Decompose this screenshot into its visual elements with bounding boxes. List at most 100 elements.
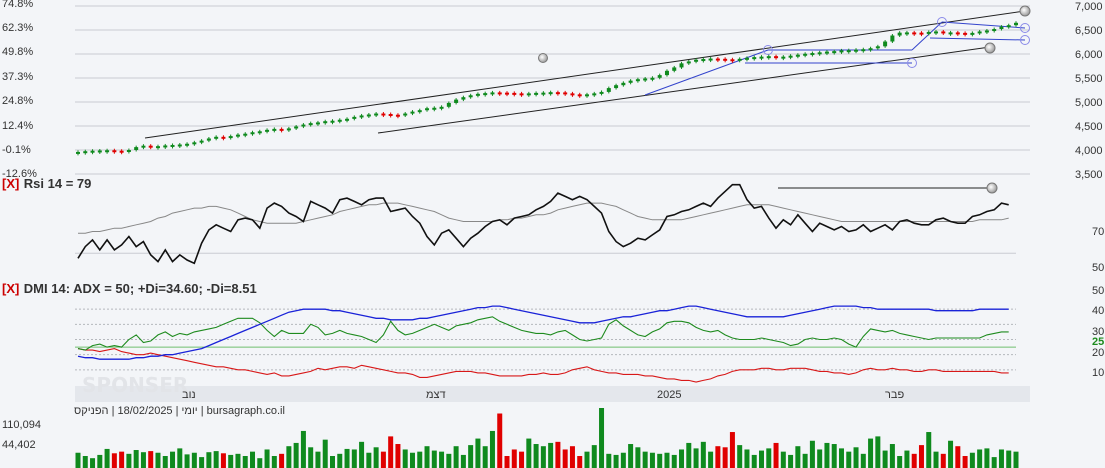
candle <box>715 58 720 61</box>
candle <box>286 128 291 131</box>
volume-bar <box>315 451 321 468</box>
volume-bar <box>860 453 866 468</box>
adx-line <box>77 305 1009 360</box>
candle <box>170 144 175 147</box>
anchor-handle[interactable] <box>1019 5 1031 17</box>
minus-di-line <box>77 348 1009 383</box>
trendlines <box>144 5 1031 139</box>
volume-bar <box>809 440 815 468</box>
candle <box>155 146 160 149</box>
volume-bar <box>591 445 597 468</box>
dmi-close-button[interactable]: [X] <box>2 281 19 296</box>
anchor-handle[interactable] <box>538 53 548 63</box>
rsi-average-line <box>78 202 1009 234</box>
candle <box>163 145 168 148</box>
candle <box>628 80 633 83</box>
candle <box>919 32 924 35</box>
candle <box>148 145 153 148</box>
candle <box>977 31 982 34</box>
volume-bar <box>1013 451 1019 468</box>
volume-bar <box>991 457 997 468</box>
volume-bar <box>250 451 256 468</box>
breakout-line <box>911 21 943 51</box>
volume-bar <box>686 442 692 468</box>
volume-bar <box>126 453 132 468</box>
volume-bar <box>926 432 932 468</box>
volume-series <box>75 408 1019 468</box>
percent-tick-label: 62.3% <box>2 22 33 34</box>
candle <box>963 32 968 35</box>
candlestick-series <box>76 21 1018 156</box>
candle <box>272 128 277 131</box>
anchor-handle[interactable] <box>984 42 996 54</box>
volume-bar <box>351 449 357 468</box>
candle <box>439 106 444 109</box>
anchor-handle[interactable] <box>937 17 947 27</box>
volume-bar <box>824 442 830 468</box>
volume-bar <box>482 446 488 468</box>
price-tick-label: 6,000 <box>1075 49 1103 61</box>
price-tick-label: 5,500 <box>1075 73 1103 85</box>
volume-bar <box>671 454 677 468</box>
candle <box>599 91 604 94</box>
candle <box>228 136 233 139</box>
volume-bar <box>577 456 583 468</box>
candle <box>592 93 597 96</box>
candle <box>810 53 815 56</box>
volume-bar <box>497 413 503 468</box>
volume-bar <box>228 454 234 468</box>
flag-bottom-line <box>929 37 1026 41</box>
dmi-series <box>77 305 1009 383</box>
volume-bar <box>104 448 110 468</box>
volume-bar <box>322 439 328 468</box>
candle <box>701 59 706 62</box>
rsi-close-button[interactable]: [X] <box>2 176 19 191</box>
price-tick-label: 6,500 <box>1075 25 1103 37</box>
rsi-line <box>77 183 1009 265</box>
time-label-feb: פבר <box>885 389 904 401</box>
volume-bar <box>569 446 575 468</box>
candle <box>468 95 473 98</box>
price-tick-label: 7,000 <box>1075 1 1103 13</box>
volume-bar <box>460 454 466 468</box>
dmi-panel-header: [X] DMI 14: ADX = 50; +Di=34.60; -Di=8.5… <box>2 280 257 297</box>
candle <box>243 133 248 136</box>
volume-level-max: 110,094 <box>2 419 41 431</box>
anchor-handle[interactable] <box>763 45 773 55</box>
volume-bar <box>599 408 605 468</box>
volume-bar <box>882 450 888 468</box>
percent-tick-label: 12.4% <box>2 120 33 132</box>
volume-bar <box>155 452 161 468</box>
volume-info-text: יומי | 18/02/2025 | הפניקס | bursagraph.… <box>74 405 285 417</box>
percent-tick-label: 49.8% <box>2 46 33 58</box>
anchor-handle[interactable] <box>1020 23 1030 33</box>
candle <box>352 116 357 119</box>
candle <box>766 56 771 59</box>
anchor-handle[interactable] <box>986 182 998 194</box>
volume-bar <box>737 445 743 468</box>
anchor-handle[interactable] <box>907 58 917 68</box>
candle <box>577 94 582 97</box>
volume-bar <box>664 452 670 468</box>
volume-bar <box>831 444 837 468</box>
volume-bar <box>715 446 721 468</box>
candle <box>904 32 909 35</box>
dmi-level-30: 30 <box>1092 326 1104 338</box>
candle <box>490 92 495 95</box>
time-label-nov: נוב <box>182 389 196 401</box>
candle <box>323 121 328 124</box>
volume-bar <box>359 441 365 468</box>
candle <box>454 99 459 103</box>
volume-bar <box>657 453 663 468</box>
volume-bar <box>642 451 648 468</box>
volume-bar <box>90 458 96 468</box>
candle <box>744 57 749 60</box>
candle <box>890 35 895 42</box>
percent-axis: 74.8% 62.3% 49.8% 37.3% 24.8% 12.4% -0.1% -12.6… <box>2 0 37 180</box>
volume-bar <box>766 448 772 468</box>
volume-bar <box>82 456 88 468</box>
candle <box>788 55 793 58</box>
anchor-handle[interactable] <box>1020 35 1030 45</box>
candle <box>206 138 211 141</box>
candle <box>235 134 240 137</box>
